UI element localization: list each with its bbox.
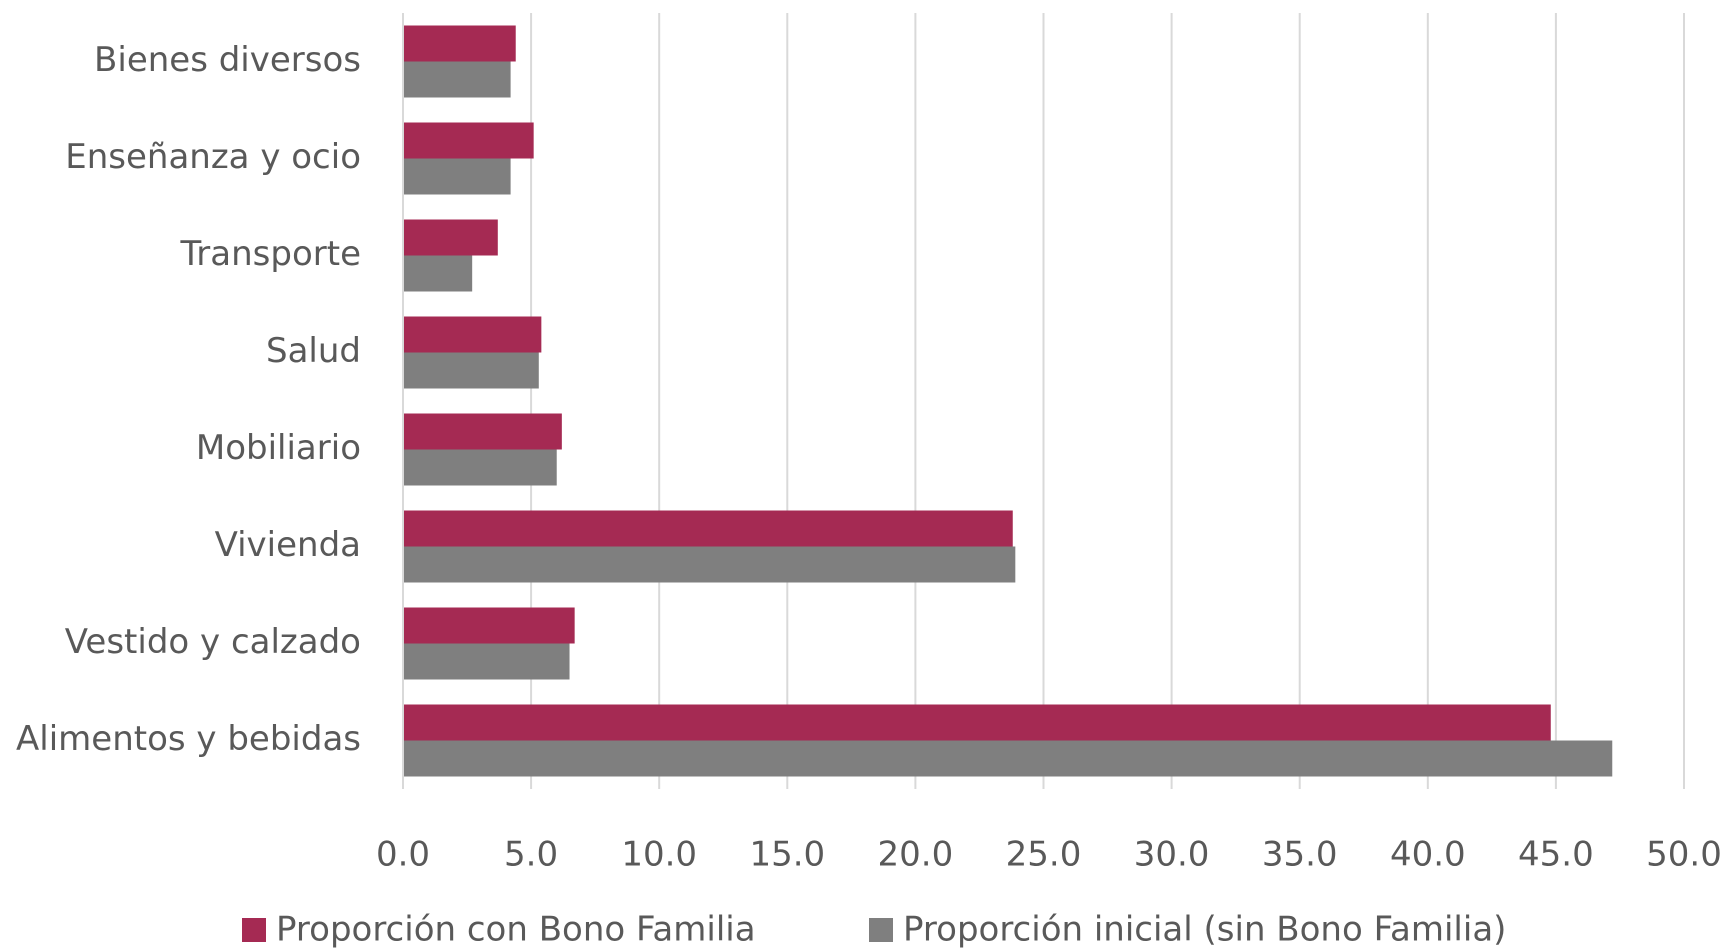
bar bbox=[403, 740, 1613, 777]
bar bbox=[403, 413, 562, 450]
bar bbox=[403, 316, 542, 353]
x-tick-label: 15.0 bbox=[749, 835, 825, 875]
x-tick-label: 40.0 bbox=[1390, 835, 1466, 875]
y-tick-label: Bienes diversos bbox=[94, 40, 361, 80]
bar bbox=[403, 643, 570, 680]
x-tick-label: 50.0 bbox=[1646, 835, 1722, 875]
bar bbox=[403, 255, 473, 292]
bar bbox=[403, 449, 557, 486]
x-tick-label: 25.0 bbox=[1006, 835, 1082, 875]
x-tick-label: 5.0 bbox=[504, 835, 558, 875]
x-tick-label: 45.0 bbox=[1518, 835, 1594, 875]
bar bbox=[403, 607, 575, 644]
bar bbox=[403, 25, 516, 62]
x-tick-label: 30.0 bbox=[1134, 835, 1210, 875]
bar bbox=[403, 219, 498, 256]
y-tick-label: Transporte bbox=[180, 234, 361, 274]
x-tick-label: 20.0 bbox=[878, 835, 954, 875]
bar bbox=[403, 352, 539, 389]
legend-label: Proporción inicial (sin Bono Familia) bbox=[903, 910, 1506, 950]
bar bbox=[403, 546, 1016, 583]
x-tick-label: 10.0 bbox=[621, 835, 697, 875]
x-tick-label: 35.0 bbox=[1262, 835, 1338, 875]
bar bbox=[403, 510, 1013, 547]
legend-label: Proporción con Bono Familia bbox=[276, 910, 756, 950]
bar bbox=[403, 704, 1551, 741]
y-tick-label: Mobiliario bbox=[196, 428, 361, 468]
bar bbox=[403, 158, 511, 195]
bar bbox=[403, 61, 511, 98]
y-tick-label: Alimentos y bebidas bbox=[16, 719, 361, 759]
y-tick-label: Vestido y calzado bbox=[65, 622, 361, 662]
y-tick-label: Enseñanza y ocio bbox=[65, 137, 361, 177]
x-tick-label: 0.0 bbox=[376, 835, 430, 875]
bar bbox=[403, 122, 534, 159]
legend-swatch bbox=[242, 918, 266, 942]
legend-swatch bbox=[869, 918, 893, 942]
y-tick-label: Salud bbox=[266, 331, 361, 371]
y-tick-label: Vivienda bbox=[215, 525, 361, 565]
